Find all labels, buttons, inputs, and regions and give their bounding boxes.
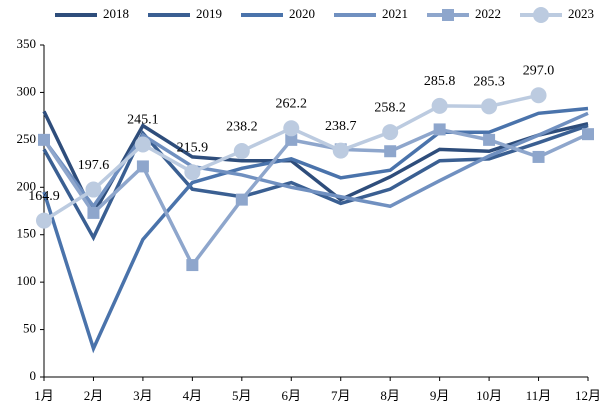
series-line [42,127,589,269]
series-line [42,111,589,210]
point [136,160,149,173]
y-tick-label: 100 [17,273,37,288]
x-tick-label: 10月 [476,388,502,403]
data-label: 285.3 [473,75,505,90]
x-tick-label: 8月 [380,388,400,403]
x-tick-label: 3月 [133,388,153,403]
series-line [42,110,589,218]
x-tick-label: 5月 [232,388,252,403]
x-tick-label: 4月 [183,388,203,403]
legend-label: 2023 [568,6,594,21]
point [530,87,547,104]
y-tick-label: 200 [17,178,37,193]
data-label: 258.2 [374,100,406,115]
y-tick-label: 150 [17,226,37,241]
point [134,136,151,153]
x-tick-label: 11月 [526,388,552,403]
data-label: 262.2 [276,97,308,112]
point [483,133,496,146]
y-tick-label: 300 [17,83,37,98]
x-tick-label: 1月 [34,388,54,403]
point [38,133,50,146]
legend-label: 2021 [382,6,408,21]
data-label: 297.0 [523,63,555,78]
point [433,123,446,136]
x-tick-label: 6月 [282,388,302,403]
data-label: 215.9 [177,140,209,155]
legend-label: 2019 [196,6,222,21]
legend-label: 2020 [289,6,315,21]
data-label: 164.9 [28,189,60,204]
data-label: 245.1 [127,113,159,128]
x-tick-label: 2月 [84,388,104,403]
point [186,259,199,272]
x-tick-label: 7月 [331,388,351,403]
point [235,193,248,206]
point [332,142,349,159]
y-tick-label: 50 [23,321,36,336]
point [532,150,545,163]
point [382,124,399,141]
x-tick-label: 12月 [575,388,601,403]
data-label: 238.7 [325,119,357,134]
data-label: 285.8 [424,74,456,89]
y-tick-label: 350 [17,36,37,51]
point [582,128,594,141]
data-label: 197.6 [78,158,110,173]
legend-label: 2022 [475,6,501,21]
point [384,145,397,158]
point [184,164,201,181]
data-label: 238.2 [226,119,258,134]
series-line [42,106,589,354]
point [283,120,300,137]
legend-marker [442,9,454,21]
point [285,133,298,146]
legend-marker [533,7,549,23]
y-tick-label: 0 [30,368,37,383]
y-tick-label: 250 [17,131,37,146]
point [87,206,100,219]
point [431,97,448,114]
point [233,143,250,160]
point [36,212,52,229]
point [481,98,498,115]
x-tick-label: 9月 [430,388,450,403]
legend-label: 2018 [103,6,129,21]
point [85,181,102,198]
